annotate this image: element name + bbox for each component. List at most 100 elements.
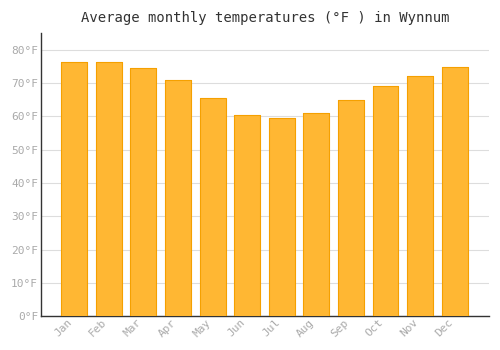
Bar	[70, 62, 71, 316]
Bar	[376, 86, 377, 316]
Bar	[348, 100, 350, 316]
Bar	[78, 62, 79, 316]
Bar	[355, 100, 356, 316]
Bar	[308, 113, 310, 316]
Bar	[407, 77, 408, 316]
Bar	[282, 118, 283, 316]
Bar	[184, 80, 186, 316]
Bar	[374, 86, 375, 316]
Bar	[200, 98, 226, 316]
Bar	[218, 98, 220, 316]
Bar	[130, 68, 156, 316]
Bar	[314, 113, 315, 316]
Bar	[286, 118, 288, 316]
Bar	[407, 77, 433, 316]
Bar	[392, 86, 393, 316]
Bar	[356, 100, 358, 316]
Bar	[363, 100, 364, 316]
Bar	[144, 68, 146, 316]
Bar	[132, 68, 133, 316]
Bar	[103, 62, 104, 316]
Bar	[104, 62, 105, 316]
Bar	[430, 77, 432, 316]
Bar	[200, 98, 202, 316]
Bar	[318, 113, 320, 316]
Bar	[152, 68, 153, 316]
Bar	[294, 118, 296, 316]
Bar	[68, 62, 70, 316]
Bar	[244, 115, 245, 316]
Bar	[151, 68, 152, 316]
Bar	[238, 115, 240, 316]
Bar	[285, 118, 286, 316]
Bar	[278, 118, 280, 316]
Bar	[121, 62, 122, 316]
Bar	[452, 66, 454, 316]
Bar	[181, 80, 182, 316]
Bar	[110, 62, 111, 316]
Bar	[428, 77, 430, 316]
Bar	[96, 62, 122, 316]
Bar	[101, 62, 102, 316]
Bar	[251, 115, 252, 316]
Bar	[353, 100, 354, 316]
Bar	[118, 62, 119, 316]
Bar	[467, 66, 468, 316]
Bar	[246, 115, 248, 316]
Bar	[338, 100, 339, 316]
Bar	[260, 115, 261, 316]
Bar	[409, 77, 410, 316]
Bar	[106, 62, 108, 316]
Bar	[390, 86, 392, 316]
Bar	[102, 62, 103, 316]
Bar	[173, 80, 174, 316]
Bar	[388, 86, 390, 316]
Bar	[290, 118, 291, 316]
Bar	[186, 80, 188, 316]
Bar	[256, 115, 258, 316]
Bar	[304, 113, 330, 316]
Bar	[449, 66, 450, 316]
Bar	[340, 100, 342, 316]
Bar	[133, 68, 134, 316]
Bar	[276, 118, 277, 316]
Bar	[190, 80, 191, 316]
Bar	[378, 86, 379, 316]
Bar	[442, 66, 444, 316]
Bar	[220, 98, 221, 316]
Bar	[325, 113, 326, 316]
Bar	[394, 86, 395, 316]
Bar	[306, 113, 307, 316]
Bar	[396, 86, 398, 316]
Bar	[73, 62, 74, 316]
Bar	[224, 98, 226, 316]
Bar	[214, 98, 215, 316]
Bar	[178, 80, 180, 316]
Bar	[464, 66, 465, 316]
Bar	[138, 68, 140, 316]
Bar	[130, 68, 132, 316]
Bar	[176, 80, 178, 316]
Bar	[354, 100, 355, 316]
Bar	[150, 68, 151, 316]
Bar	[223, 98, 224, 316]
Bar	[345, 100, 346, 316]
Bar	[416, 77, 417, 316]
Bar	[358, 100, 360, 316]
Bar	[65, 62, 66, 316]
Bar	[235, 115, 236, 316]
Bar	[362, 100, 363, 316]
Bar	[277, 118, 278, 316]
Bar	[237, 115, 238, 316]
Bar	[84, 62, 86, 316]
Bar	[280, 118, 281, 316]
Bar	[322, 113, 323, 316]
Bar	[269, 118, 294, 316]
Bar	[96, 62, 98, 316]
Bar	[450, 66, 452, 316]
Bar	[387, 86, 388, 316]
Bar	[250, 115, 251, 316]
Bar	[112, 62, 113, 316]
Bar	[165, 80, 191, 316]
Bar	[328, 113, 330, 316]
